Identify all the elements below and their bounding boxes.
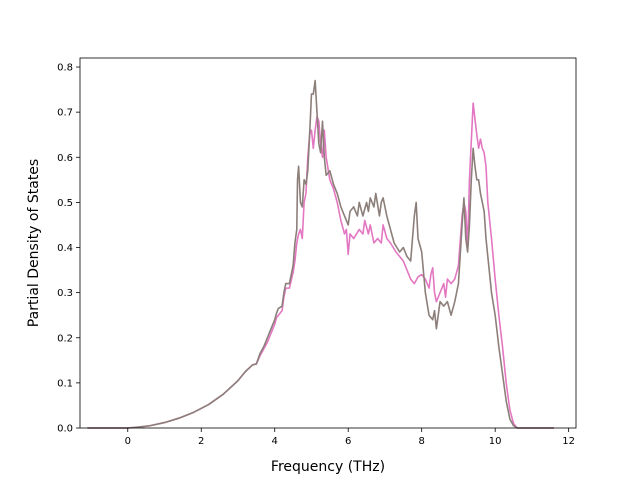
y-tick-label: 0.8: [57, 63, 73, 74]
y-tick-label: 0.5: [57, 198, 73, 209]
series-line-1: [87, 102, 554, 429]
x-axis-label: Frequency (THz): [271, 459, 385, 475]
x-tick-label: 2: [198, 436, 204, 447]
x-tick-label: 6: [345, 436, 351, 447]
y-tick-label: 0.1: [57, 378, 73, 389]
x-tick-label: 10: [489, 436, 502, 447]
y-tick-label: 0.2: [57, 333, 73, 344]
y-tick-label: 0.6: [57, 153, 73, 164]
plot-frame: [79, 57, 577, 429]
series-layer: [87, 79, 554, 429]
y-tick-label: 0.3: [57, 288, 73, 299]
x-axis-ticks: 0 2 4 6 8 10 12: [125, 428, 575, 447]
x-tick-label: 0: [125, 436, 131, 447]
y-axis-label: Partial Density of States: [26, 159, 42, 327]
y-tick-label: 0.4: [57, 243, 73, 254]
x-tick-label: 4: [272, 436, 278, 447]
x-tick-label: 12: [562, 436, 575, 447]
x-tick-label: 8: [419, 436, 425, 447]
y-tick-label: 0.7: [57, 108, 73, 119]
y-axis-ticks: 0.0 0.1 0.2 0.3 0.4 0.5 0.6 0.7 0.8: [57, 63, 80, 435]
y-tick-label: 0.0: [57, 424, 73, 435]
series-line-2: [87, 79, 554, 429]
